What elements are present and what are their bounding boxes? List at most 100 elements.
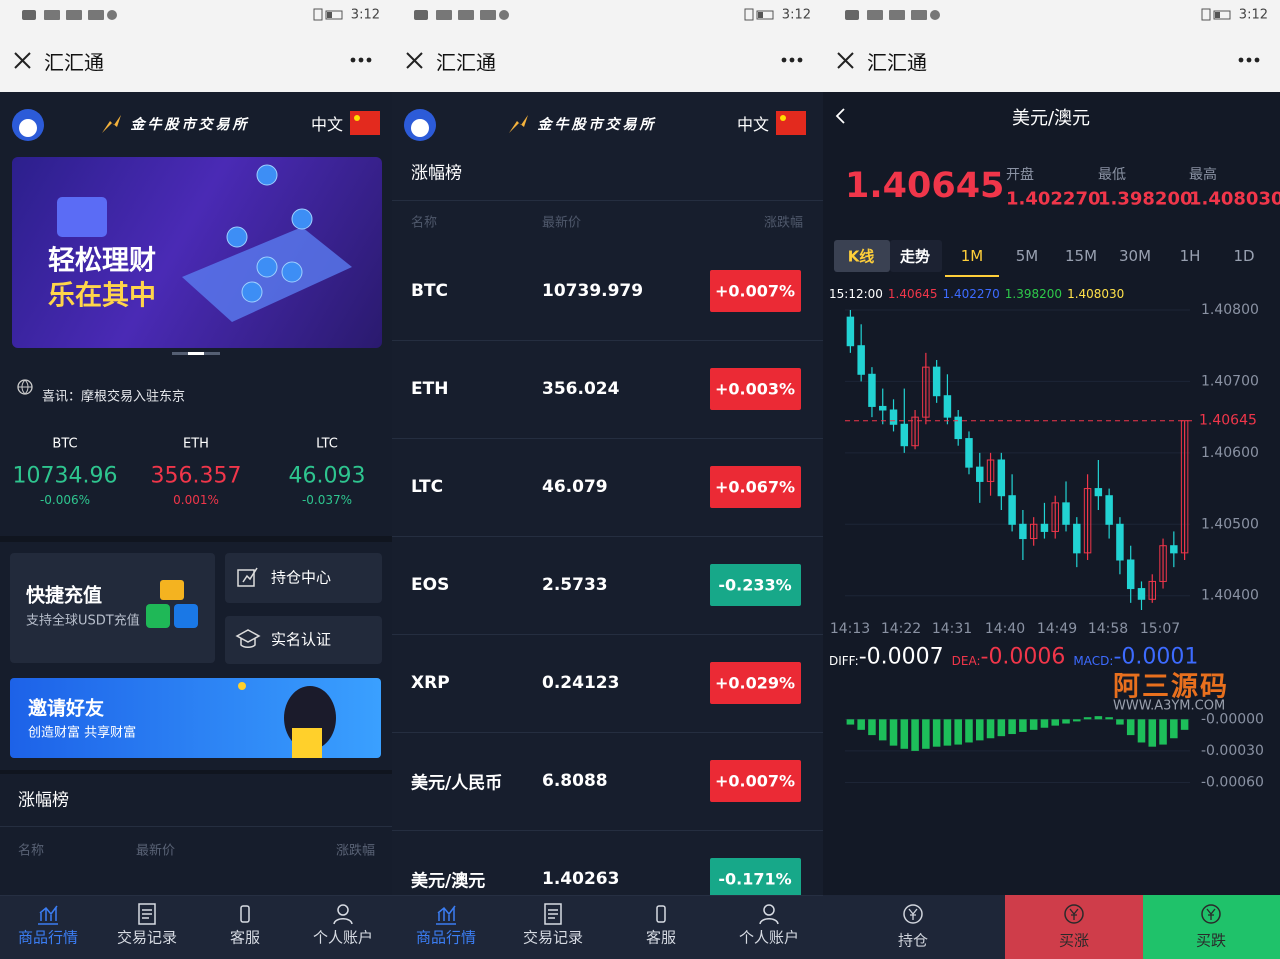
x-tick-label: 14:13 (830, 621, 870, 637)
row-name[interactable]: 美元/人民币 (411, 773, 503, 794)
battery-level (758, 12, 763, 18)
candle-body (1159, 545, 1167, 582)
icon (1206, 908, 1216, 920)
column-header: 名称 (18, 843, 45, 859)
row-name[interactable]: 美元/澳元 (411, 871, 486, 892)
icon (138, 903, 156, 925)
banner[interactable] (12, 157, 382, 348)
candle-body (1019, 523, 1027, 540)
interval-tab[interactable]: 30M (1118, 247, 1152, 265)
interval-tab[interactable]: 5M (1015, 247, 1039, 265)
change-badge (710, 760, 801, 802)
close-icon[interactable] (837, 52, 855, 70)
more-menu[interactable] (781, 56, 805, 64)
macd-bar (986, 719, 995, 739)
x-tick-label: 14:49 (1037, 621, 1077, 637)
status-time: 3:12 (1238, 7, 1268, 23)
macd-bar (857, 719, 865, 730)
nav-item[interactable]: 商品行情 (17, 928, 79, 947)
close-icon[interactable] (14, 52, 32, 70)
column-header: 涨跌幅 (335, 843, 375, 859)
more-menu[interactable] (350, 56, 374, 64)
macd-bar (1073, 719, 1081, 722)
row-name[interactable]: LTC (411, 477, 444, 497)
coin-art (256, 256, 278, 278)
row-name[interactable]: BTC (411, 281, 449, 301)
action-label[interactable]: 持仓 (897, 931, 929, 950)
stat-label: 开盘 (1006, 167, 1034, 183)
signal-icon (88, 10, 104, 20)
language-switch[interactable]: 中文 (310, 115, 343, 134)
close-icon[interactable] (406, 52, 424, 70)
row-divider (0, 826, 392, 827)
nfc-icon (313, 8, 323, 21)
stat-value: 1.398200 (1098, 188, 1193, 210)
globe (18, 379, 32, 395)
language-switch[interactable]: 中文 (736, 115, 769, 134)
action-label[interactable]: 买跌 (1195, 931, 1227, 950)
invite-banner[interactable] (10, 678, 381, 758)
row-name[interactable]: EOS (411, 575, 450, 595)
interval-tab[interactable]: 1D (1233, 247, 1255, 265)
macd-bar (1051, 719, 1060, 726)
signal-icon (458, 10, 474, 20)
invite-subtitle: 创造财富 共享财富 (28, 725, 137, 741)
menu-dot (1238, 57, 1244, 63)
candle-body (1073, 523, 1081, 554)
macd-bar (1029, 719, 1038, 730)
x-tick-label: 15:07 (1140, 621, 1180, 637)
nav-item[interactable]: 客服 (229, 928, 261, 947)
row-change: +0.067% (714, 477, 796, 497)
signal-icon (867, 10, 883, 20)
indicator-name: DIFF: (829, 654, 859, 668)
back-button[interactable] (835, 108, 847, 124)
candle-body (889, 409, 898, 425)
more-menu[interactable] (1238, 56, 1262, 64)
menu-dot (350, 57, 356, 63)
y-tick-label: 1.40400 (1201, 588, 1259, 604)
ticker-symbol: ETH (183, 436, 209, 452)
row-name[interactable]: XRP (411, 673, 450, 693)
logo-face (19, 119, 37, 137)
nav-item[interactable]: 交易记录 (116, 928, 178, 947)
action-icon (1201, 904, 1221, 924)
top-bar (0, 0, 392, 92)
section-title: 涨幅榜 (18, 790, 69, 811)
nav-item[interactable]: 交易记录 (522, 928, 584, 947)
holdings-label: 持仓中心 (271, 568, 332, 587)
pager-dot (188, 352, 204, 355)
status-icon (845, 10, 859, 20)
watermark-url: WWW.A3YM.COM (1113, 698, 1226, 714)
row-name[interactable]: ETH (411, 379, 449, 399)
verify-label: 实名认证 (271, 630, 332, 649)
interval-tab[interactable]: 1H (1179, 247, 1201, 265)
nav-icon (656, 905, 666, 923)
x-tick-label: 14:58 (1088, 621, 1128, 637)
candle-body (1083, 488, 1092, 554)
interval-tab[interactable]: 走势 (899, 247, 931, 266)
nav-item[interactable]: 客服 (645, 928, 677, 947)
interval-tab[interactable]: K线 (847, 247, 875, 266)
banner-art (57, 164, 352, 322)
nav-item[interactable]: 个人账户 (312, 928, 374, 947)
action-label[interactable]: 买涨 (1058, 931, 1090, 950)
interval-tab[interactable]: 15M (1064, 247, 1098, 265)
ticker-change: -0.037% (301, 493, 353, 507)
ticker-symbol: BTC (52, 436, 78, 452)
interval-tab[interactable]: 1M (960, 247, 984, 265)
tab-box (834, 240, 890, 272)
brand-name: 金牛股市交易所 (537, 117, 657, 133)
phone-screen: 3:12 汇汇通 金牛股市交易所 中文 轻松理财 乐在其中 喜讯：摩根交易入驻东京 BTC 10… (0, 0, 392, 959)
signal-icon (44, 10, 60, 20)
nav-item[interactable]: 个人账户 (738, 928, 800, 947)
ticker-price: 356.357 (150, 463, 242, 489)
candle-body (965, 438, 973, 468)
recharge-subtitle: 支持全球USDT充值 (26, 613, 140, 629)
nav-item[interactable]: 商品行情 (415, 928, 477, 947)
macd-bar (1019, 719, 1027, 732)
app-title: 汇汇通 (436, 50, 496, 75)
macd-bar (922, 719, 930, 749)
indicator-name: MACD: (1073, 654, 1114, 668)
brand-logo (509, 115, 528, 133)
